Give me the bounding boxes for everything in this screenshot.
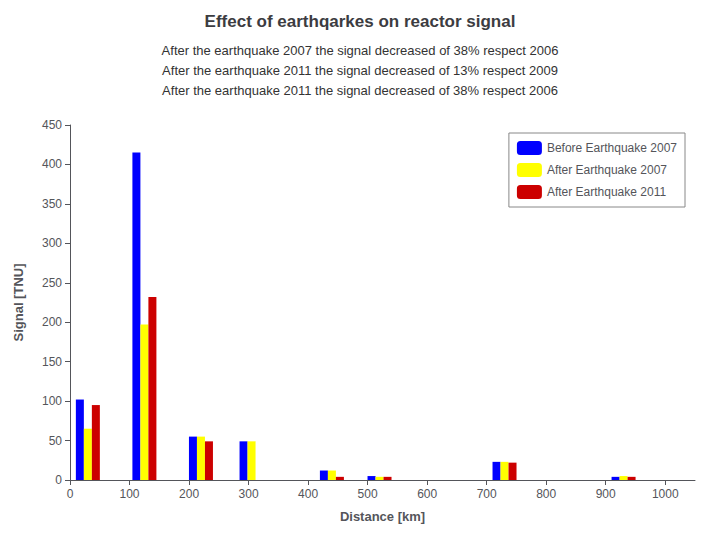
svg-text:150: 150 [42,355,62,369]
svg-text:After Earthquake 2007: After Earthquake 2007 [547,163,667,177]
svg-text:500: 500 [358,487,378,501]
svg-text:After the earthquake 2011 the: After the earthquake 2011 the signal dec… [162,83,558,98]
svg-text:After the earthquake 2011 the: After the earthquake 2011 the signal dec… [162,63,558,78]
svg-text:Effect of earthqarkes on react: Effect of earthqarkes on reactor signal [205,12,516,31]
svg-text:0: 0 [67,487,74,501]
svg-text:300: 300 [42,236,62,250]
svg-text:Distance [km]: Distance [km] [340,509,425,524]
svg-text:400: 400 [42,157,62,171]
svg-text:200: 200 [42,315,62,329]
svg-text:Before Earthquake 2007: Before Earthquake 2007 [547,141,677,155]
svg-text:800: 800 [536,487,556,501]
svg-text:400: 400 [298,487,318,501]
svg-text:600: 600 [417,487,437,501]
svg-text:0: 0 [55,473,62,487]
svg-text:Signal [TNU]: Signal [TNU] [11,264,26,342]
svg-text:300: 300 [239,487,259,501]
svg-text:1000: 1000 [652,487,679,501]
svg-text:After Earthquake 2011: After Earthquake 2011 [547,185,667,199]
svg-text:450: 450 [42,118,62,132]
svg-text:350: 350 [42,197,62,211]
svg-text:700: 700 [477,487,497,501]
svg-text:50: 50 [49,434,63,448]
svg-text:900: 900 [596,487,616,501]
svg-text:After the earthquake 2007 the: After the earthquake 2007 the signal dec… [162,43,559,58]
svg-text:100: 100 [42,394,62,408]
svg-text:250: 250 [42,276,62,290]
svg-text:100: 100 [120,487,140,501]
svg-text:200: 200 [179,487,199,501]
